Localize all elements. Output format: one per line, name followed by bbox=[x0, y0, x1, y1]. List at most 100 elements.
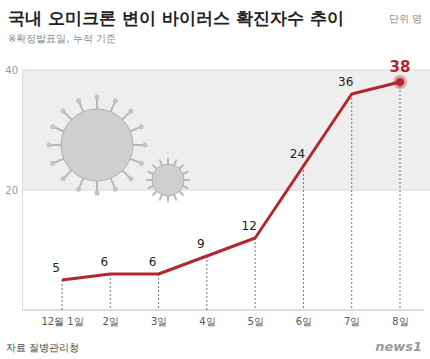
virus-spike bbox=[183, 186, 187, 188]
virus-spike-tip bbox=[94, 95, 99, 100]
virus-spike bbox=[167, 196, 169, 201]
virus-spike-tip bbox=[188, 179, 190, 181]
x-tick: 7일 bbox=[344, 310, 360, 327]
drop-line bbox=[158, 274, 159, 310]
virus-spike bbox=[160, 161, 162, 165]
x-tick-label: 2일 bbox=[103, 316, 119, 327]
virus-spike-tip bbox=[187, 187, 189, 189]
drop-line bbox=[62, 280, 63, 310]
virus-spike-tip bbox=[94, 190, 99, 195]
virus-spike-tip bbox=[113, 98, 118, 103]
subtitle: ※확정발표일, 누적 기준 bbox=[8, 33, 116, 44]
grid-band bbox=[22, 70, 430, 190]
virus-spike bbox=[64, 170, 72, 178]
virus-spike-tip bbox=[113, 187, 118, 192]
virus-spike-tip bbox=[182, 164, 184, 166]
x-tick: 5일 bbox=[247, 310, 263, 327]
virus-spike bbox=[96, 98, 98, 109]
drop-line bbox=[400, 82, 401, 310]
virus-spike bbox=[111, 102, 115, 112]
virus-spike-tip bbox=[175, 199, 177, 201]
x-tick: 3일 bbox=[151, 310, 167, 327]
x-tick-label: 4일 bbox=[199, 316, 215, 327]
x-tick: 12월 1일 bbox=[41, 310, 83, 327]
y-axis-line bbox=[22, 71, 23, 311]
virus-spike bbox=[50, 144, 61, 146]
data-label: 6 bbox=[100, 255, 108, 269]
virus-spike bbox=[179, 165, 182, 168]
y-tick-label: 20 bbox=[5, 185, 18, 196]
data-label: 12 bbox=[242, 219, 257, 233]
virus-spike bbox=[174, 161, 176, 165]
virus-spike-tip bbox=[61, 109, 66, 114]
grid-line bbox=[22, 190, 430, 191]
virus-spike-tip bbox=[139, 124, 144, 129]
virus-spike bbox=[153, 165, 156, 168]
virus-body bbox=[61, 109, 133, 181]
virus-spike bbox=[133, 144, 144, 146]
virus-spike bbox=[184, 179, 189, 181]
virus-spike bbox=[122, 112, 130, 120]
virus-spike bbox=[179, 191, 182, 194]
virus-spike-tip bbox=[159, 159, 161, 161]
virus-illustration bbox=[146, 158, 191, 203]
virus-spike bbox=[149, 172, 153, 174]
virus-spike-tip bbox=[76, 98, 81, 103]
virus-spike bbox=[130, 159, 140, 163]
chart: 12월 1일2일3일4일5일6일7일8일2040566912243638국내 오… bbox=[0, 0, 430, 359]
virus-spike bbox=[54, 159, 64, 163]
last-point-halo bbox=[393, 75, 407, 89]
drop-line bbox=[255, 238, 256, 310]
source: 자료 질병관리청 bbox=[6, 342, 79, 353]
drop-line bbox=[110, 274, 111, 310]
virus-spike bbox=[96, 181, 98, 192]
x-axis: 12월 1일 2일 3일 4일 5일 6일 7일 8일 bbox=[22, 310, 424, 327]
virus-spike-tip bbox=[182, 194, 184, 196]
virus-spike-tip bbox=[146, 179, 148, 181]
unit-label: 단위 명 bbox=[389, 13, 422, 24]
data-line bbox=[62, 82, 400, 280]
virus-spike-tip bbox=[50, 161, 55, 166]
last-point bbox=[396, 78, 404, 86]
grid-line bbox=[22, 70, 430, 71]
virus-spike-tip bbox=[50, 124, 55, 129]
virus-spike bbox=[122, 170, 130, 178]
y-axis: 2040 bbox=[5, 65, 22, 311]
virus-spike-tip bbox=[128, 176, 133, 181]
drop-line bbox=[206, 256, 207, 310]
drop-line bbox=[351, 94, 352, 310]
virus-spike bbox=[54, 127, 64, 131]
virus-spike bbox=[149, 186, 153, 188]
virus-spike-tip bbox=[159, 199, 161, 201]
x-tick: 2일 bbox=[103, 310, 119, 327]
data-label: 6 bbox=[149, 255, 157, 269]
x-tick: 8일 bbox=[392, 310, 408, 327]
virus-spike-tip bbox=[147, 171, 149, 173]
x-tick-label: 12월 1일 bbox=[41, 316, 83, 327]
virus-spike bbox=[130, 127, 140, 131]
y-tick: 20 bbox=[5, 185, 22, 196]
virus-spike-tip bbox=[139, 161, 144, 166]
data-label: 5 bbox=[52, 261, 60, 275]
virus-spike-tip bbox=[152, 194, 154, 196]
virus-spike bbox=[147, 179, 152, 181]
x-tick-label: 3일 bbox=[151, 316, 167, 327]
virus-spike bbox=[79, 178, 83, 188]
data-label: 38 bbox=[390, 58, 411, 76]
x-tick-label: 8일 bbox=[392, 316, 408, 327]
virus-spike bbox=[174, 195, 176, 199]
virus-spike-tip bbox=[76, 187, 81, 192]
virus-spike bbox=[183, 172, 187, 174]
virus-spike-tip bbox=[61, 176, 66, 181]
virus-spike bbox=[153, 191, 156, 194]
data-label: 9 bbox=[197, 237, 205, 251]
x-tick-label: 5일 bbox=[247, 316, 263, 327]
plot-area bbox=[62, 75, 407, 310]
data-label: 24 bbox=[290, 147, 305, 161]
watermark: news1 bbox=[375, 339, 422, 354]
virus-spike-tip bbox=[147, 187, 149, 189]
x-axis-line bbox=[22, 310, 424, 311]
x-tick: 4일 bbox=[199, 310, 215, 327]
x-tick: 6일 bbox=[296, 310, 312, 327]
virus-spike-tip bbox=[142, 142, 147, 147]
